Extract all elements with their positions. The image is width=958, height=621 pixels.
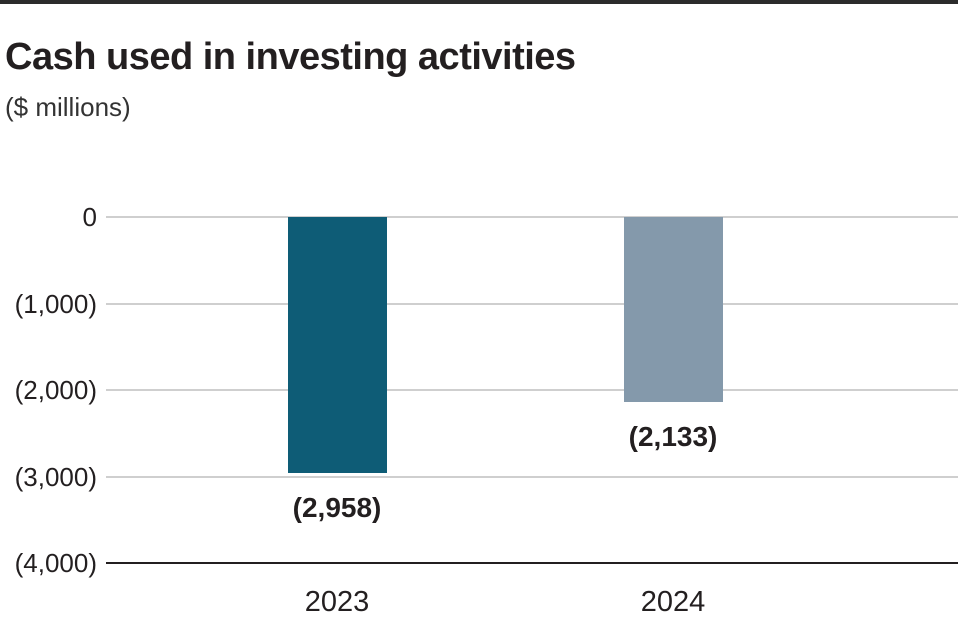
top-rule-divider — [0, 0, 958, 4]
y-axis-tick-label: (2,000) — [14, 375, 97, 405]
y-axis-tick-label: (1,000) — [14, 288, 97, 319]
gridline — [106, 475, 958, 478]
gridline — [106, 302, 958, 305]
bar-2024 — [623, 217, 723, 402]
chart-title: Cash used in investing activities — [5, 36, 576, 78]
y-axis-tick-label: (4,000) — [14, 548, 97, 578]
gridline — [106, 216, 958, 218]
bar-2023 — [287, 217, 387, 473]
bar-value-label: (2,958) — [292, 491, 382, 523]
y-axis-tick-label: (3,000) — [14, 461, 97, 492]
x-axis-category-label: 2024 — [640, 586, 706, 618]
gridline — [106, 389, 958, 391]
chart-subtitle: ($ millions) — [5, 92, 131, 122]
bar-value-label: (2,133) — [628, 420, 718, 452]
x-axis-category-label: 2023 — [304, 586, 370, 618]
y-axis-tick-label: 0 — [82, 202, 97, 232]
x-axis-baseline — [106, 562, 958, 564]
